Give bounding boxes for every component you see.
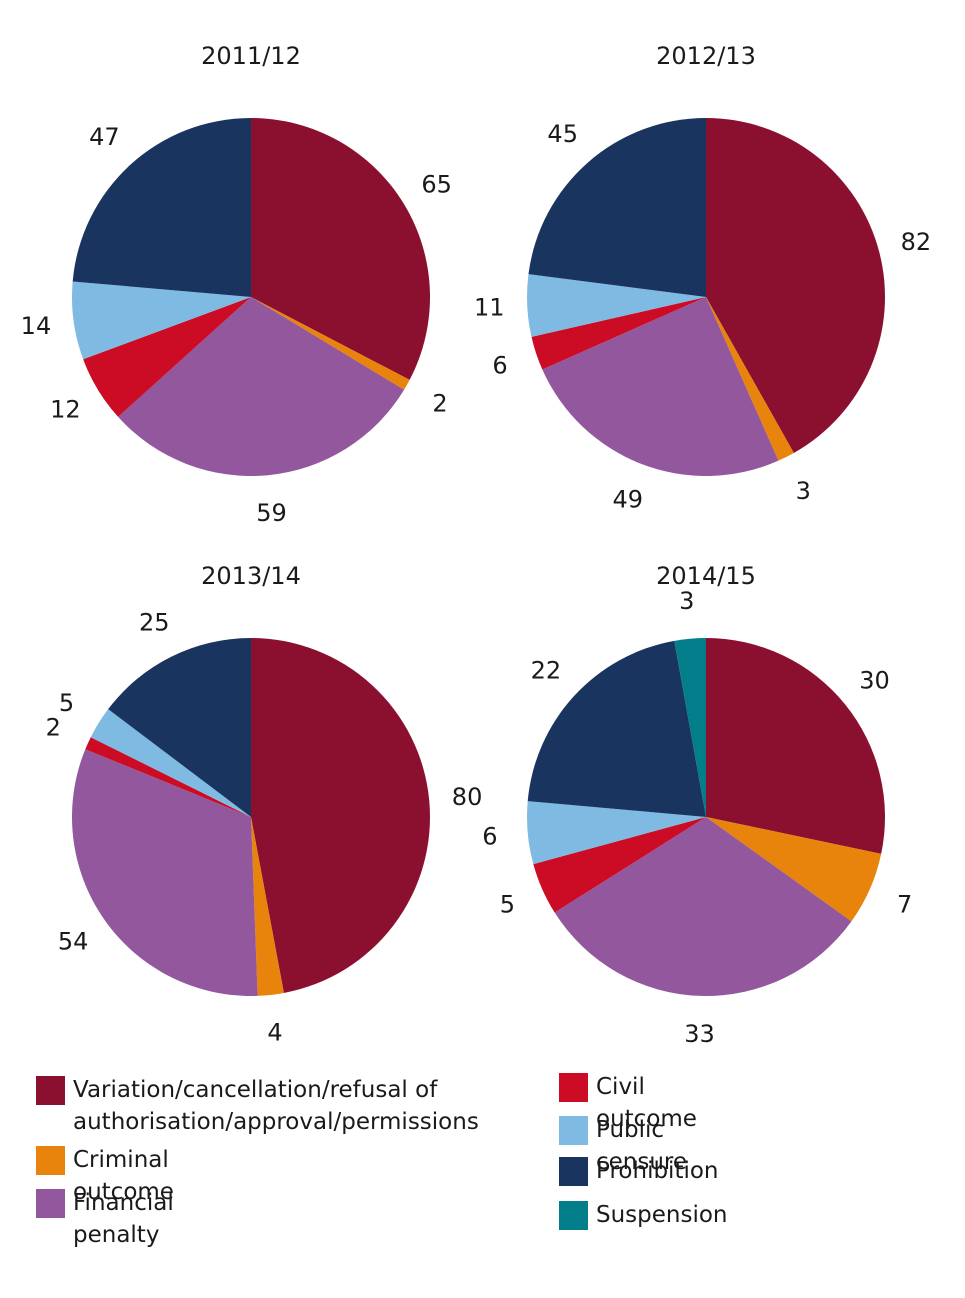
legend-item-variation: Variation/cancellation/refusal of author…	[36, 1074, 479, 1138]
slice-prohibition	[72, 118, 252, 297]
slice-variation	[251, 637, 431, 993]
pie-2014-15: 2014/15 30 7 33 5 6 22 3	[482, 562, 912, 1048]
slice-value-label: 12	[50, 395, 81, 423]
slice-value-label: 59	[256, 499, 287, 527]
slice-value-label: 33	[684, 1020, 715, 1048]
slice-value-label: 3	[679, 587, 694, 615]
slice-value-label: 11	[474, 293, 505, 321]
slice-prohibition	[528, 118, 706, 297]
legend-label-prohibition: Prohibition	[596, 1158, 719, 1184]
slice-public	[527, 801, 706, 865]
pie-title: 2011/12	[201, 42, 301, 70]
slice-value-label: 5	[500, 890, 515, 918]
slice-civil	[531, 297, 706, 370]
legend-swatch-civil	[559, 1073, 588, 1102]
slice-public	[90, 709, 251, 817]
slice-financial	[554, 817, 852, 997]
legend-swatch-censure	[559, 1116, 588, 1145]
legend-item-criminal: Criminal outcome	[36, 1144, 174, 1208]
legend-label-censure: Public censure	[596, 1117, 688, 1175]
slice-prohibition	[527, 640, 706, 817]
legend-swatch-variation	[36, 1076, 65, 1105]
slice-criminal	[251, 297, 410, 390]
slice-value-label: 14	[21, 312, 52, 340]
pie-2011-12: 2011/12 65 2 59 12 14 47	[21, 42, 452, 527]
legend-label-suspension: Suspension	[596, 1202, 728, 1228]
slice-value-label: 3	[796, 477, 811, 505]
legend-item-financial: Financial penalty	[36, 1187, 174, 1251]
slice-variation	[706, 638, 885, 854]
legend-label-variation: Variation/cancellation/refusal of author…	[73, 1077, 479, 1135]
slice-variation	[706, 118, 885, 453]
slice-criminal	[251, 817, 284, 996]
slice-value-label: 25	[139, 609, 170, 637]
legend-swatch-prohibition	[559, 1157, 588, 1186]
legend-swatch-financial	[36, 1189, 65, 1218]
slice-public	[527, 274, 706, 337]
legend-item-suspension: Suspension	[559, 1199, 728, 1231]
slice-criminal	[706, 297, 794, 461]
slice-value-label: 65	[421, 171, 452, 199]
pie-2012-13: 2012/13 82 3 49 6 11 45	[474, 42, 931, 513]
slice-civil	[533, 817, 706, 913]
slice-value-label: 47	[89, 123, 120, 151]
pie-title: 2013/14	[201, 562, 301, 590]
slice-value-label: 45	[547, 120, 578, 148]
slice-public	[71, 281, 251, 360]
slice-value-label: 54	[58, 927, 89, 955]
legend-item-prohibition: Prohibition	[559, 1155, 719, 1187]
slice-value-label: 82	[901, 228, 932, 256]
slice-criminal	[706, 817, 882, 922]
pie-title: 2012/13	[656, 42, 756, 70]
slice-variation	[251, 118, 431, 380]
slice-financial	[542, 297, 779, 476]
slice-value-label: 7	[897, 890, 912, 918]
slice-value-label: 6	[492, 351, 507, 379]
slice-value-label: 49	[613, 485, 644, 513]
legend-label-financial: Financial penalty	[73, 1190, 174, 1248]
slice-value-label: 4	[267, 1019, 282, 1047]
slice-value-label: 30	[859, 666, 890, 694]
slice-value-label: 22	[531, 657, 562, 685]
slice-value-label: 2	[46, 714, 61, 742]
slice-civil	[83, 297, 252, 417]
legend-item-censure: Public censure	[559, 1114, 687, 1178]
slice-value-label: 5	[59, 689, 74, 717]
pie-title: 2014/15	[656, 562, 756, 590]
slice-prohibition	[108, 638, 252, 817]
slice-value-label: 2	[432, 390, 447, 418]
slice-civil	[85, 737, 252, 817]
slice-value-label: 80	[452, 783, 483, 811]
slice-value-label: 6	[482, 822, 497, 850]
slice-financial	[71, 749, 258, 996]
pie-2013-14: 2013/14 80 4 54 25 25	[46, 562, 483, 1047]
legend-item-civil: Civil outcome	[559, 1071, 697, 1135]
legend-label-criminal: Criminal outcome	[73, 1147, 174, 1205]
slice-suspension	[674, 638, 706, 817]
slice-financial	[118, 297, 405, 476]
legend-swatch-suspension	[559, 1201, 588, 1230]
legend-label-civil: Civil outcome	[596, 1074, 697, 1132]
legend-swatch-criminal	[36, 1146, 65, 1175]
